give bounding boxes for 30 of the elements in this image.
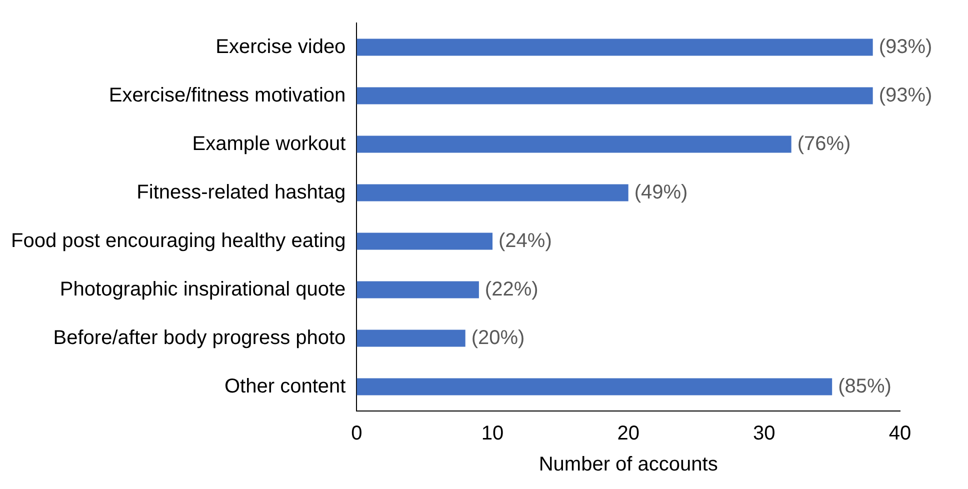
y-tick-label: Food post encouraging healthy eating bbox=[11, 230, 346, 252]
annotation: (24%) bbox=[498, 230, 552, 252]
annotation: (93%) bbox=[878, 36, 932, 58]
x-tick-label: 0 bbox=[351, 422, 362, 445]
x-tick-label: 40 bbox=[888, 422, 912, 445]
bar bbox=[356, 378, 832, 396]
x-tick-label: 10 bbox=[481, 422, 504, 445]
y-tick-label: Other content bbox=[224, 375, 346, 398]
annotation: (49%) bbox=[634, 181, 688, 204]
y-tick-label: Example workout bbox=[192, 132, 346, 155]
bar bbox=[356, 87, 873, 104]
annotation: (76%) bbox=[797, 132, 851, 155]
annotation: (22%) bbox=[484, 278, 538, 300]
y-tick-label: Exercise/fitness motivation bbox=[108, 84, 346, 106]
bar bbox=[356, 232, 493, 250]
bar bbox=[356, 281, 479, 298]
bar bbox=[356, 38, 873, 56]
x-tick-label: 30 bbox=[753, 422, 776, 445]
y-tick-label: Before/after body progress photo bbox=[53, 326, 346, 349]
annotation: (93%) bbox=[878, 84, 932, 106]
bar bbox=[356, 184, 628, 202]
annotation: (20%) bbox=[471, 326, 525, 349]
x-tick-label: 20 bbox=[617, 422, 640, 445]
y-tick-label: Fitness-related hashtag bbox=[136, 181, 346, 204]
x-axis-title: Number of accounts bbox=[538, 454, 718, 476]
annotation: (85%) bbox=[838, 375, 892, 398]
y-tick-label: Photographic inspirational quote bbox=[60, 278, 346, 300]
y-tick-label: Exercise video bbox=[216, 36, 346, 58]
bar bbox=[356, 136, 792, 153]
bar bbox=[356, 330, 466, 347]
